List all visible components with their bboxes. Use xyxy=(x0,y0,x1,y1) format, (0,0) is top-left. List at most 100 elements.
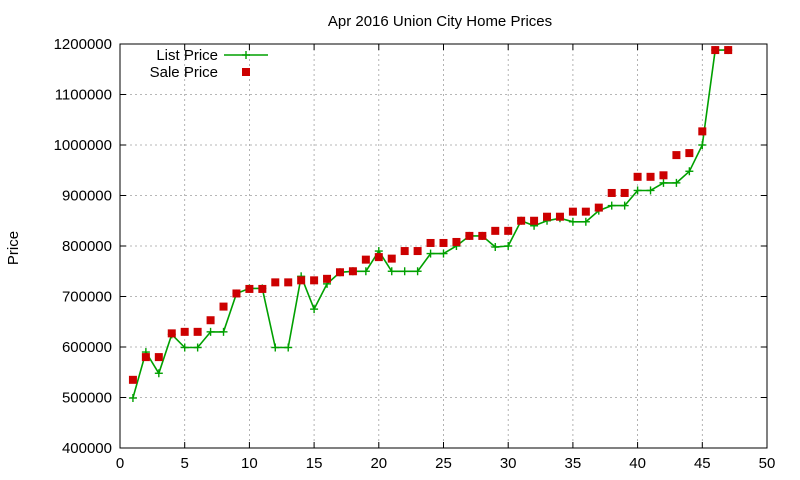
list-price-point xyxy=(491,243,500,252)
sale-price-point xyxy=(219,302,228,311)
list-price-point xyxy=(646,186,655,195)
sale-price-point xyxy=(594,203,603,212)
sale-price-point xyxy=(323,274,332,283)
list-price-point xyxy=(180,343,189,352)
sale-price-point xyxy=(555,212,564,221)
sale-price-point xyxy=(245,284,254,293)
list-price-point xyxy=(206,327,215,336)
sale-price-point xyxy=(193,327,202,336)
sale-price-point xyxy=(400,247,409,256)
sale-price-point xyxy=(180,327,189,336)
sale-price-point xyxy=(711,46,720,55)
y-tick-label: 1100000 xyxy=(55,87,112,104)
x-tick-label: 15 xyxy=(306,455,323,472)
axis-ticks: 0 5 10 15 20 25 30 35 40 45 50 400000 500000 600000 70… xyxy=(54,36,776,472)
sale-price-point xyxy=(413,247,422,256)
list-price-point xyxy=(128,394,137,403)
x-tick-label: 30 xyxy=(500,455,517,472)
plot-frame xyxy=(119,43,768,449)
list-price-point xyxy=(581,217,590,226)
sale-price-point xyxy=(465,231,474,240)
sale-price-point xyxy=(646,172,655,181)
chart-title: Apr 2016 Union City Home Prices xyxy=(328,13,552,30)
y-tick-label: 1000000 xyxy=(54,137,112,154)
sale-price-point xyxy=(672,151,681,160)
sale-price-point xyxy=(387,254,396,263)
y-tick-label: 700000 xyxy=(62,289,112,306)
list-price-point xyxy=(426,249,435,258)
list-price-point xyxy=(400,267,409,276)
sale-price-point xyxy=(607,188,616,197)
sale-price-point xyxy=(426,238,435,247)
sale-price-point xyxy=(348,267,357,276)
y-tick-label: 800000 xyxy=(62,238,112,255)
list-price-point xyxy=(620,201,629,210)
sale-price-point xyxy=(698,127,707,136)
list-price-point xyxy=(193,343,202,352)
list-price-point xyxy=(219,327,228,336)
list-price-point xyxy=(361,267,370,276)
sale-price-point xyxy=(258,284,267,293)
sale-price-point xyxy=(128,375,137,384)
sale-price-point xyxy=(284,278,293,287)
sale-price-point xyxy=(620,188,629,197)
sale-price-point xyxy=(517,216,526,225)
sale-price-point xyxy=(310,276,319,285)
y-tick-label: 900000 xyxy=(62,188,112,205)
list-price-point xyxy=(387,267,396,276)
sale-price-point xyxy=(297,276,306,285)
x-tick-label: 50 xyxy=(759,455,776,472)
list-price-line xyxy=(132,49,729,399)
y-axis-label: Price xyxy=(5,231,22,265)
list-price-point xyxy=(310,305,319,314)
list-price-point xyxy=(504,242,513,250)
sale-price-point xyxy=(439,238,448,247)
grid xyxy=(120,44,767,448)
x-tick-label: 10 xyxy=(241,455,258,472)
sale-price-point xyxy=(232,289,241,298)
legend-label-list-price: List Price xyxy=(156,47,218,64)
list-price-point xyxy=(659,178,668,187)
sale-price-point xyxy=(271,278,280,287)
sale-price-point xyxy=(543,212,552,221)
sale-price-point xyxy=(685,149,694,158)
list-price-point xyxy=(568,217,577,226)
sale-price-point xyxy=(530,216,539,225)
x-tick-label: 35 xyxy=(565,455,582,472)
list-price-point xyxy=(439,249,448,258)
sale-price-point xyxy=(335,268,344,277)
sale-price-point xyxy=(167,329,176,338)
sale-price-point xyxy=(206,316,215,325)
sale-price-point xyxy=(491,226,500,235)
series-layer xyxy=(128,46,733,403)
y-tick-label: 400000 xyxy=(62,440,112,457)
sale-price-point xyxy=(154,353,163,362)
legend-label-sale-price: Sale Price xyxy=(150,64,218,81)
sale-price-point xyxy=(504,226,513,235)
list-price-point xyxy=(607,201,616,210)
x-tick-label: 5 xyxy=(181,455,189,472)
list-price-point xyxy=(633,186,642,195)
legend-square-sale-price xyxy=(242,68,250,76)
x-tick-label: 20 xyxy=(370,455,387,472)
x-tick-label: 45 xyxy=(694,455,711,472)
sale-price-point xyxy=(724,46,733,55)
list-price-point xyxy=(271,343,280,352)
list-price-point xyxy=(685,167,694,176)
sale-price-point xyxy=(581,207,590,216)
x-tick-label: 40 xyxy=(629,455,646,472)
y-tick-label: 600000 xyxy=(62,339,112,356)
list-price-point xyxy=(698,141,707,149)
sale-price-point xyxy=(374,253,383,262)
sale-price-point xyxy=(361,255,370,264)
list-price-point xyxy=(284,343,293,352)
sale-price-point xyxy=(633,172,642,181)
sale-price-point xyxy=(141,353,150,362)
x-tick-label: 0 xyxy=(116,455,124,472)
sale-price-point xyxy=(659,171,668,180)
y-tick-label: 500000 xyxy=(62,390,112,407)
sale-price-point xyxy=(478,231,487,240)
x-tick-label: 25 xyxy=(435,455,452,472)
